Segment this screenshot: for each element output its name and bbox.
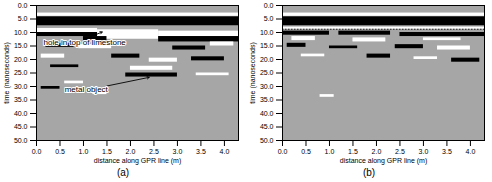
svg-text:25.0: 25.0 <box>14 69 28 76</box>
svg-text:4.0: 4.0 <box>466 148 476 155</box>
svg-text:distance along GPR line (m): distance along GPR line (m) <box>94 157 182 165</box>
svg-text:2.5: 2.5 <box>395 148 405 155</box>
svg-text:0.0: 0.0 <box>32 148 42 155</box>
svg-text:25.0: 25.0 <box>260 69 274 76</box>
svg-text:4.0: 4.0 <box>220 148 230 155</box>
html-text:(b): (b) <box>362 167 376 178</box>
svg-text:2.0: 2.0 <box>372 148 382 155</box>
svg-text:10.0: 10.0 <box>260 29 274 36</box>
svg-text:35.0: 35.0 <box>260 96 274 103</box>
svg-text:15.0: 15.0 <box>14 42 28 49</box>
svg-text:35.0: 35.0 <box>14 96 28 103</box>
svg-text:distance along GPR line (m): distance along GPR line (m) <box>340 157 428 165</box>
svg-text:time (nanoseconds): time (nanoseconds) <box>249 42 257 103</box>
svg-text:0.5: 0.5 <box>301 148 311 155</box>
svg-text:hole in top of limestone: hole in top of limestone <box>44 38 127 47</box>
svg-text:0.0: 0.0 <box>264 2 274 9</box>
svg-text:3.5: 3.5 <box>196 148 206 155</box>
svg-text:1.0: 1.0 <box>325 148 335 155</box>
html-text:(a): (a) <box>116 167 130 178</box>
svg-text:15.0: 15.0 <box>260 42 274 49</box>
svg-text:3.5: 3.5 <box>442 148 452 155</box>
svg-text:30.0: 30.0 <box>14 83 28 90</box>
svg-text:30.0: 30.0 <box>260 83 274 90</box>
svg-text:3.0: 3.0 <box>419 148 429 155</box>
svg-text:45.0: 45.0 <box>260 123 274 130</box>
svg-text:1.0: 1.0 <box>79 148 89 155</box>
svg-text:20.0: 20.0 <box>14 56 28 63</box>
svg-text:40.0: 40.0 <box>260 110 274 117</box>
svg-text:50.0: 50.0 <box>260 137 274 144</box>
svg-text:0.0: 0.0 <box>278 148 288 155</box>
svg-text:5.0: 5.0 <box>264 15 274 22</box>
svg-text:0.5: 0.5 <box>55 148 65 155</box>
svg-text:40.0: 40.0 <box>14 110 28 117</box>
svg-text:1.5: 1.5 <box>348 148 358 155</box>
svg-text:2.5: 2.5 <box>149 148 159 155</box>
svg-text:2.0: 2.0 <box>126 148 136 155</box>
svg-text:45.0: 45.0 <box>14 123 28 130</box>
svg-text:metal object: metal object <box>65 85 109 94</box>
svg-text:1.5: 1.5 <box>102 148 112 155</box>
svg-text:5.0: 5.0 <box>18 15 28 22</box>
svg-text:10.0: 10.0 <box>14 29 28 36</box>
svg-text:3.0: 3.0 <box>173 148 183 155</box>
svg-text:time (nanoseconds): time (nanoseconds) <box>3 42 11 103</box>
svg-text:50.0: 50.0 <box>14 137 28 144</box>
svg-text:0.0: 0.0 <box>18 2 28 9</box>
svg-text:20.0: 20.0 <box>260 56 274 63</box>
